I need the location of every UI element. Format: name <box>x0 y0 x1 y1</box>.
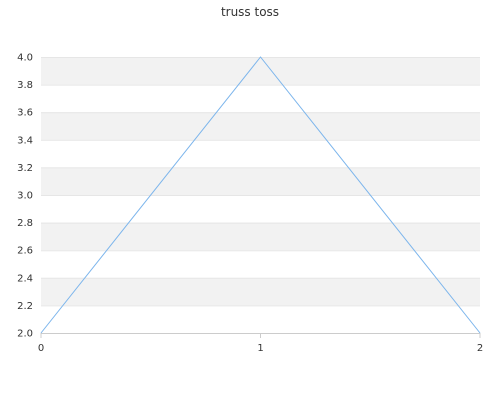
x-tick-label: 2 <box>477 343 483 354</box>
y-tick-label: 2.0 <box>17 329 33 340</box>
y-tick-label: 3.8 <box>17 80 33 91</box>
y-tick-label: 2.8 <box>17 218 33 229</box>
plot-band <box>41 222 480 251</box>
x-axis-ticks: 0 1 2 <box>38 333 483 354</box>
plot-band <box>41 57 480 85</box>
y-tick-label: 3.2 <box>17 163 33 174</box>
y-tick-label: 2.2 <box>17 301 33 312</box>
chart-title: truss toss <box>221 5 279 19</box>
plot-band <box>41 112 480 140</box>
series-line <box>40 56 481 334</box>
y-tick-label: 3.4 <box>17 135 33 146</box>
plot-bands <box>41 57 480 306</box>
y-tick-label: 3.6 <box>17 108 33 119</box>
plot-band <box>41 167 480 195</box>
grid-lines <box>41 57 480 334</box>
y-tick-label: 2.4 <box>17 273 33 284</box>
y-tick-label: 4.0 <box>17 53 33 64</box>
y-axis-ticks: 2.0 2.2 2.4 2.6 2.8 3.0 3.2 3.4 3.6 3.8 4.0 <box>17 53 33 340</box>
x-tick-label: 0 <box>38 343 44 354</box>
plot-band <box>41 277 480 306</box>
y-tick-label: 2.6 <box>17 246 33 257</box>
series-layer <box>40 56 481 334</box>
y-tick-label: 3.0 <box>17 191 33 202</box>
x-tick-label: 1 <box>257 343 263 354</box>
